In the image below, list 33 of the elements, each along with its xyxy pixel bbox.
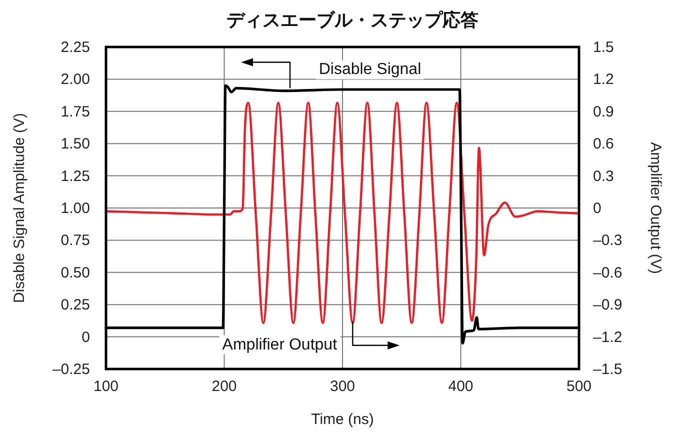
x-tick-label: 500	[566, 378, 592, 395]
y-tick-label: 1.50	[60, 136, 90, 153]
y-tick-label: 1.00	[60, 200, 90, 217]
y2-tick-label: –0.3	[593, 232, 622, 250]
y-tick-label: 0	[82, 328, 90, 346]
y2-tick-label: 0.6	[593, 136, 614, 153]
y-tick-label: 2.00	[60, 71, 90, 88]
chart-title: ディスエーブル・ステップ応答	[226, 10, 478, 30]
y2-tick-label: –0.9	[593, 296, 622, 314]
y2-tick-label: 1.5	[593, 39, 614, 56]
x-tick-label: 100	[93, 378, 119, 395]
x-tick-label: 300	[330, 378, 356, 395]
y-tick-label: 0.50	[60, 264, 90, 282]
y2-tick-label: 0.9	[593, 103, 614, 120]
y2-tick-label: –1.5	[593, 361, 622, 378]
y2-tick-label: –1.2	[593, 328, 622, 346]
annotation: Amplifier Output	[222, 336, 338, 354]
y-tick-label: 1.75	[60, 103, 90, 120]
x-axis-title: Time (ns)	[311, 411, 374, 428]
x-tick-label: 200	[212, 378, 237, 395]
annotation: Disable Signal	[318, 61, 422, 78]
y-axis-title: Disable Signal Amplitude (V)	[11, 112, 28, 304]
y-tick-label: 2.25	[60, 39, 90, 56]
y-tick-label: 1.25	[60, 168, 90, 185]
y2-tick-label: –0.6	[593, 264, 622, 282]
y2-tick-label: 0	[593, 200, 602, 217]
y2-tick-label: 0.3	[593, 168, 614, 185]
x-tick-label: 400	[448, 378, 474, 395]
y2-axis-title: Amplifier Output (V)	[647, 142, 664, 274]
y-tick-label: 0.75	[60, 232, 90, 250]
y2-tick-label: 1.2	[593, 71, 614, 88]
y-tick-label: 0.25	[60, 296, 90, 314]
y-tick-label: –0.25	[52, 361, 90, 378]
